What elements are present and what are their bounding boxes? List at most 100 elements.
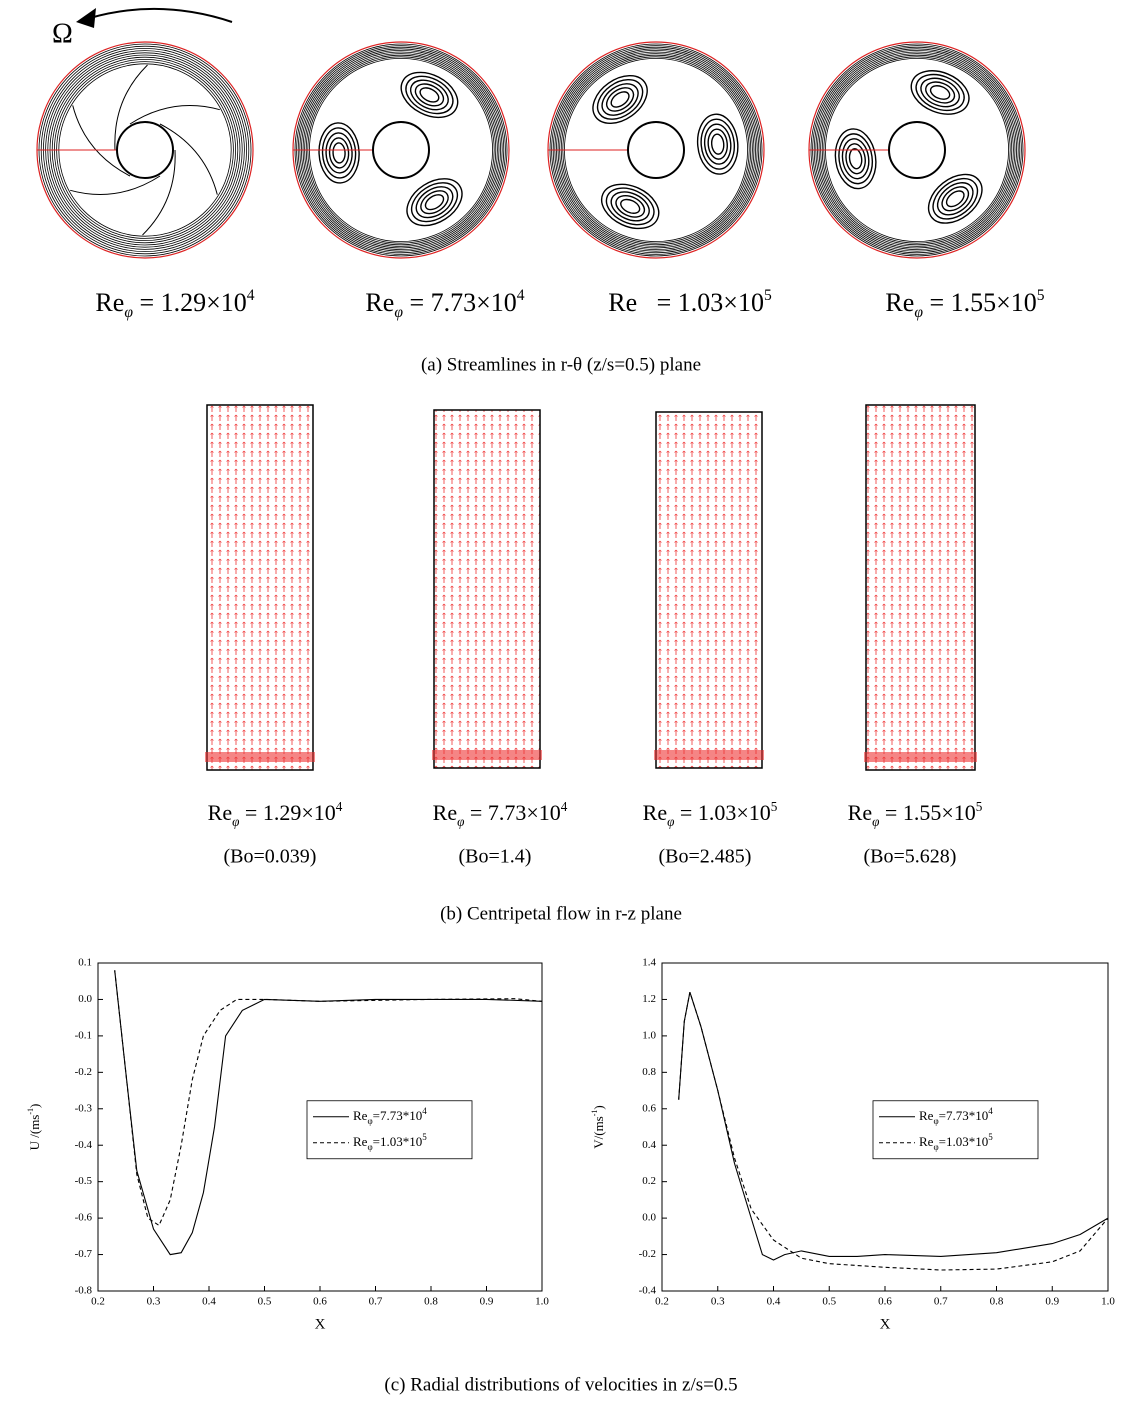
vortex — [605, 87, 635, 112]
vortex — [620, 198, 641, 214]
vortex — [605, 187, 655, 226]
re-label: Re = 1.03×105 — [608, 287, 772, 317]
vortex — [945, 190, 965, 208]
y-label-text: V/(ms — [591, 1116, 606, 1149]
re-base: Re — [848, 800, 872, 825]
wall-band — [432, 750, 542, 760]
re-label: Reφ = 1.29×104 — [95, 287, 254, 321]
y-tick-label: -0.5 — [75, 1175, 93, 1187]
re-sub: φ — [872, 814, 879, 829]
vector-field — [865, 404, 976, 771]
vortex — [707, 128, 728, 160]
vortex — [700, 118, 736, 170]
re-exp: 5 — [976, 799, 983, 814]
vector-field — [433, 409, 541, 769]
inner-cylinder — [116, 121, 174, 179]
legend-exp: 5 — [422, 1132, 427, 1142]
series-line — [678, 992, 1109, 1271]
y-tick-label: -0.7 — [75, 1248, 93, 1260]
vortex — [834, 128, 877, 190]
vortex — [592, 74, 648, 124]
re-value: = 1.29×10 — [133, 288, 247, 317]
vortex — [610, 191, 650, 222]
x-axis-label: X — [880, 1316, 891, 1332]
x-tick-label: 1.0 — [1101, 1296, 1115, 1308]
vortex — [845, 143, 866, 175]
x-tick-label: 0.8 — [990, 1296, 1004, 1308]
vortex — [838, 133, 874, 185]
vortex — [848, 148, 863, 170]
x-tick-label: 0.2 — [655, 1296, 669, 1308]
x-tick-label: 0.7 — [369, 1296, 383, 1308]
series-line — [114, 970, 543, 1227]
vortex — [920, 77, 960, 108]
legend-exp: 5 — [988, 1132, 993, 1142]
y-tick-label: -0.4 — [639, 1285, 657, 1297]
y-tick-label: -0.6 — [75, 1212, 93, 1224]
re-value: = 1.55×10 — [923, 288, 1037, 317]
x-tick-label: 0.4 — [767, 1296, 781, 1308]
re-label: Reφ = 1.55×105 — [885, 287, 1044, 321]
legend-name: Re — [353, 1108, 368, 1123]
inner-cylinder — [888, 121, 946, 179]
y-label-exp: -1 — [590, 1110, 599, 1117]
legend-sub: φ — [367, 1116, 372, 1126]
y-tick-label: 0.0 — [78, 993, 92, 1005]
legend-rest: =7.73*10 — [373, 1108, 423, 1123]
vortex — [615, 195, 646, 218]
series-line — [114, 970, 543, 1256]
y-axis-label: V/(ms-1) — [590, 1105, 606, 1149]
caption-c: (c) Radial distributions of velocities i… — [384, 1374, 737, 1395]
re-base: Re — [608, 288, 637, 317]
vortex — [941, 186, 970, 212]
x-tick-label: 0.5 — [258, 1296, 272, 1308]
y-tick-label: 0.1 — [78, 957, 92, 969]
re-sub: φ — [124, 304, 133, 321]
y-label-end: ) — [591, 1105, 606, 1109]
re-label: Reφ = 1.03×105 — [643, 799, 778, 829]
y-tick-label: -0.8 — [75, 1285, 93, 1297]
vortex — [696, 113, 739, 175]
vortex — [410, 182, 459, 223]
vortex — [420, 190, 449, 215]
series-line — [678, 992, 1109, 1261]
vortex — [400, 71, 459, 119]
vector-field — [206, 404, 314, 771]
vector-field — [655, 411, 763, 769]
re-value: = 1.03×10 — [674, 800, 770, 825]
re-exp: 4 — [336, 799, 343, 814]
omega: Ω — [52, 18, 73, 49]
vortex — [328, 137, 350, 169]
vector-plots — [205, 404, 977, 771]
legend-label: Reφ=1.03*105 — [353, 1132, 427, 1152]
y-tick-label: -0.3 — [75, 1102, 93, 1114]
streamline — [142, 149, 176, 236]
vortex — [841, 138, 870, 180]
inner-cylinder — [372, 121, 430, 179]
y-tick-label: -0.1 — [75, 1029, 92, 1041]
re-exp: 5 — [764, 287, 772, 304]
vortex — [610, 91, 630, 108]
vortex — [710, 133, 725, 155]
x-axis-label: X — [315, 1316, 326, 1332]
re-base: Re — [433, 800, 457, 825]
caption-a: (a) Streamlines in r-θ (z/s=0.5) plane — [421, 354, 701, 375]
caption-b: (b) Centripetal flow in r-z plane — [440, 903, 682, 924]
y-label-exp: -1 — [26, 1108, 35, 1115]
rotation-arrow — [89, 7, 233, 23]
x-tick-label: 1.0 — [535, 1296, 549, 1308]
y-tick-label: -0.2 — [75, 1066, 92, 1078]
wall-band — [205, 752, 315, 762]
y-tick-label: 0.6 — [642, 1102, 656, 1114]
vortex — [325, 132, 353, 174]
x-tick-label: 0.9 — [1045, 1296, 1059, 1308]
re-base: Re — [365, 288, 394, 317]
vortex — [915, 73, 965, 112]
y-tick-label: 0.4 — [642, 1139, 656, 1151]
vortex — [321, 127, 357, 179]
legend-rest: =1.03*10 — [939, 1134, 989, 1149]
legend-sub: φ — [933, 1142, 938, 1152]
re-exp: 4 — [561, 799, 568, 814]
streamline — [70, 175, 161, 195]
